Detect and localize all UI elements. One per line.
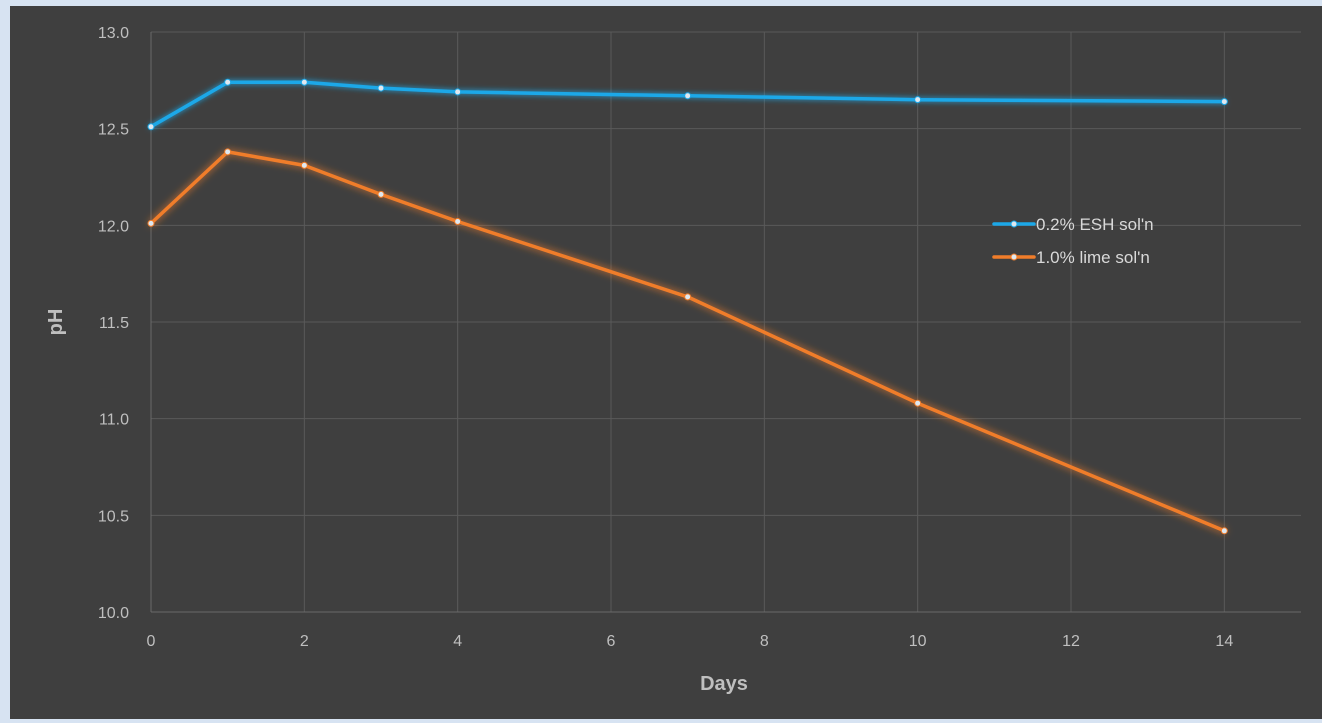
data-point bbox=[377, 190, 385, 198]
data-point bbox=[914, 399, 922, 407]
data-point bbox=[684, 92, 692, 100]
data-point bbox=[1220, 98, 1228, 106]
x-tick-label: 8 bbox=[760, 633, 769, 650]
series-line bbox=[149, 80, 1227, 129]
x-tick-label: 6 bbox=[607, 633, 616, 650]
y-tick-label: 12.5 bbox=[98, 122, 129, 139]
y-tick-label: 13.0 bbox=[98, 25, 129, 42]
data-point bbox=[1220, 527, 1228, 535]
data-point bbox=[914, 96, 922, 104]
series-1 bbox=[147, 148, 1228, 535]
legend-marker bbox=[1010, 253, 1018, 261]
data-point bbox=[300, 161, 308, 169]
data-point bbox=[224, 148, 232, 156]
x-axis-title: Days bbox=[700, 673, 748, 695]
data-point bbox=[454, 88, 462, 96]
axes: 10.0 10.5 11.0 11.5 12.0 12.5 13.0 0 2 4 6 8 10 12 14 bbox=[98, 25, 1301, 650]
chart-area: 10.0 10.5 11.0 11.5 12.0 12.5 13.0 0 2 4 6 8 10 12 14 … bbox=[10, 6, 1322, 719]
data-point bbox=[684, 293, 692, 301]
legend-label: 0.2% ESH sol'n bbox=[1036, 215, 1154, 234]
series-line bbox=[149, 150, 1227, 533]
y-tick-label: 12.0 bbox=[98, 218, 129, 235]
y-tick-label: 10.0 bbox=[98, 605, 129, 622]
data-point bbox=[300, 78, 308, 86]
legend-marker bbox=[1010, 220, 1018, 228]
data-point bbox=[377, 84, 385, 92]
y-tick-label: 10.5 bbox=[98, 508, 129, 525]
legend: 0.2% ESH sol'n 1.0% lime sol'n bbox=[992, 215, 1154, 267]
x-tick-label: 10 bbox=[909, 633, 927, 650]
x-tick-label: 14 bbox=[1215, 633, 1233, 650]
gridlines bbox=[150, 31, 1301, 613]
line-chart: 10.010.511.011.512.012.513.00 2 4 6 8 10 12 14 … bbox=[45, 25, 1301, 695]
y-tick-label: 11.0 bbox=[99, 412, 129, 429]
series-0 bbox=[147, 78, 1228, 131]
x-tick-label: 12 bbox=[1062, 633, 1080, 650]
x-tick-label: 0 bbox=[147, 633, 156, 650]
series-lines bbox=[147, 78, 1228, 535]
data-point bbox=[147, 219, 155, 227]
data-point bbox=[147, 123, 155, 131]
data-point bbox=[454, 217, 462, 225]
data-point bbox=[224, 78, 232, 86]
legend-label: 1.0% lime sol'n bbox=[1036, 248, 1150, 267]
y-axis-title: pH bbox=[45, 309, 67, 336]
y-tick-label: 11.5 bbox=[99, 315, 129, 332]
x-tick-label: 4 bbox=[453, 633, 462, 650]
x-tick-label: 2 bbox=[300, 633, 309, 650]
